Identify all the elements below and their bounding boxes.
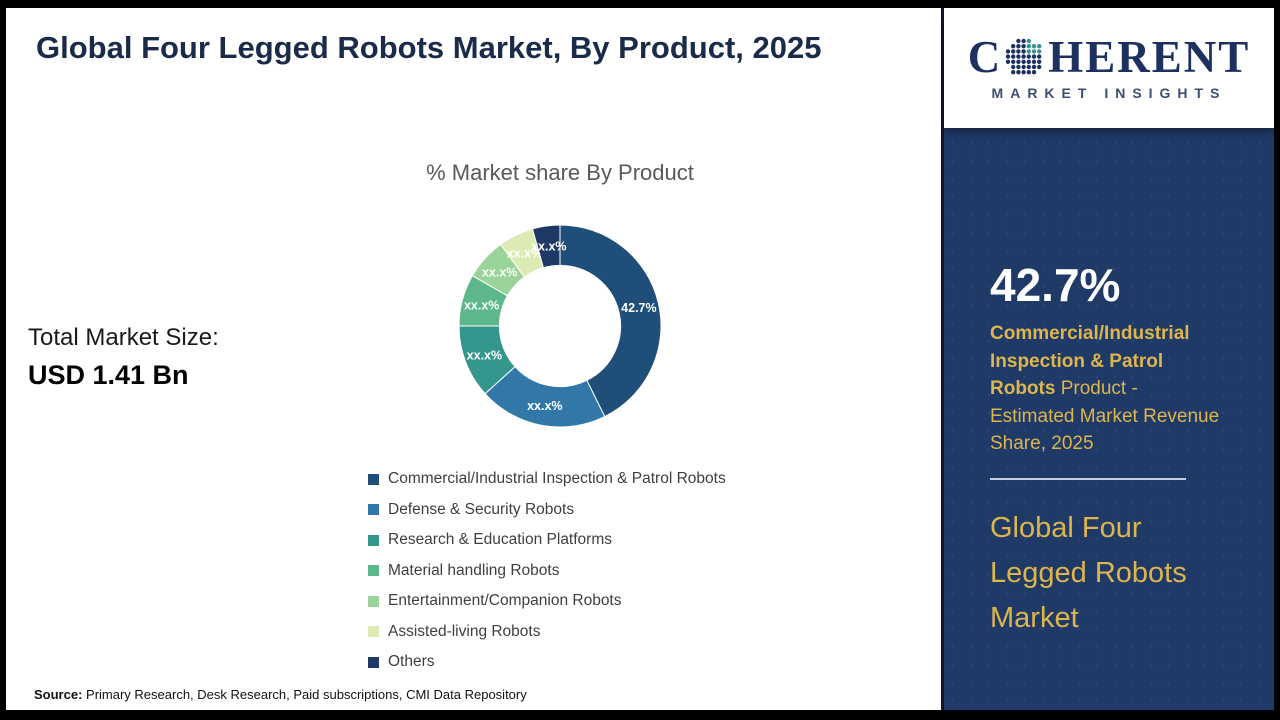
legend-swatch [368, 626, 379, 638]
chart-legend: Commercial/Industrial Inspection & Patro… [368, 464, 726, 678]
legend-swatch [368, 595, 379, 607]
stat-category: Commercial/Industrial Inspection & Patro… [990, 323, 1190, 400]
legend-item: Entertainment/Companion Robots [368, 586, 726, 617]
legend-label: Defense & Security Robots [388, 500, 575, 518]
company-logo: C HERENT MARKET INSIGHTS [944, 8, 1274, 128]
legend-label: Assisted-living Robots [388, 622, 541, 640]
legend-label: Entertainment/Companion Robots [388, 592, 622, 610]
market-share-donut-chart: 42.7%xx.x%xx.x%xx.x%xx.x%xx.x%xx.x% [458, 224, 662, 428]
donut-slice-6 [531, 224, 561, 269]
sidebar-divider [990, 477, 1186, 480]
sidebar: C HERENT MARKET INSIGHTS 42.7% Commercia… [941, 8, 1274, 710]
chart-title: % Market share By Product [426, 160, 694, 185]
main-content: Global Four Legged Robots Market, By Pro… [6, 8, 941, 710]
legend-label: Material handling Robots [388, 561, 560, 579]
stat-description-rest: Product - Estimated Market Revenue Share… [990, 378, 1220, 455]
slice-data-label: 42.7% [621, 301, 656, 315]
source-text: Primary Research, Desk Research, Paid su… [86, 687, 527, 702]
legend-label: Research & Education Platforms [388, 531, 612, 549]
sidebar-body: 42.7% Commercial/Industrial Inspection &… [944, 128, 1274, 710]
slice-data-label: xx.x% [482, 265, 517, 279]
market-name: Global Four Legged Robots Market [990, 511, 1187, 634]
legend-label: Others [388, 653, 435, 671]
legend-swatch [368, 504, 379, 516]
page-title: Global Four Legged Robots Market, By Pro… [36, 30, 822, 65]
logo-text-before: C [967, 32, 1003, 82]
highlight-stat-description: Commercial/Industrial Inspection & Patro… [990, 320, 1224, 458]
source-line: Source: Primary Research, Desk Research,… [34, 687, 527, 702]
slice-data-label: xx.x% [507, 247, 542, 261]
slice-data-label: xx.x% [467, 349, 502, 363]
legend-item: Others [368, 647, 726, 678]
legend-swatch [368, 565, 379, 577]
legend-item: Material handling Robots [368, 556, 726, 587]
legend-item: Research & Education Platforms [368, 525, 726, 556]
legend-swatch [368, 534, 379, 546]
slice-data-label: xx.x% [464, 299, 499, 313]
total-market-size-block: Total Market Size: USD 1.41 Bn [28, 324, 219, 391]
logo-text-after: HERENT [1048, 32, 1251, 82]
legend-item: Commercial/Industrial Inspection & Patro… [368, 464, 726, 495]
legend-swatch [368, 656, 379, 668]
legend-item: Assisted-living Robots [368, 617, 726, 648]
highlight-stat-value: 42.7% [990, 259, 1121, 311]
legend-item: Defense & Security Robots [368, 495, 726, 526]
legend-swatch [368, 473, 379, 485]
total-market-size-label: Total Market Size: [28, 324, 219, 351]
logo-wordmark: C HERENT [968, 35, 1251, 80]
slice-data-label: xx.x% [527, 399, 562, 413]
donut-slice-0 [559, 224, 662, 418]
logo-subtitle: MARKET INSIGHTS [991, 85, 1227, 101]
total-market-size-value: USD 1.41 Bn [28, 360, 189, 390]
source-label: Source: [34, 687, 83, 702]
legend-label: Commercial/Industrial Inspection & Patro… [388, 470, 726, 488]
slice-data-label: xx.x% [531, 239, 566, 253]
globe-icon [1006, 38, 1042, 74]
